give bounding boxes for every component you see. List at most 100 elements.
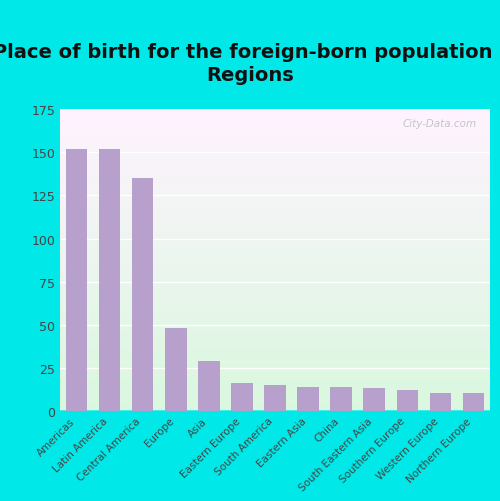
Text: Place of birth for the foreign-born population -
Regions: Place of birth for the foreign-born popu… [0, 43, 500, 85]
Bar [60, 258, 490, 259]
Bar [60, 348, 490, 349]
Bar [60, 387, 490, 388]
Bar [60, 339, 490, 340]
Bar [60, 113, 490, 115]
Bar [60, 297, 490, 298]
Bar [60, 203, 490, 205]
Bar [60, 276, 490, 277]
Bar [60, 277, 490, 279]
Bar [60, 333, 490, 334]
Bar [60, 300, 490, 301]
Bar [60, 224, 490, 226]
Bar [60, 289, 490, 291]
Bar [60, 158, 490, 160]
Bar [60, 346, 490, 348]
Bar [60, 406, 490, 408]
Bar [60, 250, 490, 252]
Bar [60, 378, 490, 379]
Bar [60, 193, 490, 194]
Bar [60, 215, 490, 217]
Bar [165, 328, 186, 411]
Bar [60, 124, 490, 125]
Bar [60, 212, 490, 214]
Bar [60, 205, 490, 206]
Bar [60, 235, 490, 236]
Bar [60, 244, 490, 245]
Bar [60, 229, 490, 230]
Bar [60, 173, 490, 175]
Bar [60, 221, 490, 223]
Bar [60, 343, 490, 345]
Bar [60, 291, 490, 292]
Bar [60, 376, 490, 378]
Bar [60, 149, 490, 151]
Bar [60, 262, 490, 264]
Bar [60, 265, 490, 267]
Bar [60, 285, 490, 286]
Bar [60, 122, 490, 124]
Bar [60, 388, 490, 390]
Bar [60, 175, 490, 176]
Bar [60, 327, 490, 328]
Bar [60, 375, 490, 376]
Bar [60, 268, 490, 270]
Bar [60, 355, 490, 357]
Bar [60, 312, 490, 313]
Bar [60, 369, 490, 370]
Bar [60, 154, 490, 155]
Bar [60, 161, 490, 163]
Bar [60, 218, 490, 220]
Bar [60, 179, 490, 181]
Bar [60, 381, 490, 382]
Bar [60, 238, 490, 239]
Bar [60, 292, 490, 294]
Bar [60, 239, 490, 241]
Bar [60, 288, 490, 289]
Bar [60, 316, 490, 318]
Bar [60, 110, 490, 112]
Bar [60, 194, 490, 196]
Bar [60, 252, 490, 253]
Bar [60, 270, 490, 271]
Bar [60, 307, 490, 309]
Bar [60, 187, 490, 188]
Bar [60, 197, 490, 199]
Bar [60, 209, 490, 211]
Text: City-Data.com: City-Data.com [403, 119, 477, 129]
Bar [60, 191, 490, 193]
Bar [60, 337, 490, 339]
Bar [430, 394, 451, 411]
Bar [60, 345, 490, 346]
Bar [60, 121, 490, 122]
Bar [60, 357, 490, 358]
Bar [60, 118, 490, 119]
Bar [60, 294, 490, 295]
Bar [60, 358, 490, 360]
Bar [60, 112, 490, 113]
Bar [60, 325, 490, 327]
Bar [60, 409, 490, 411]
Bar [60, 134, 490, 136]
Bar [60, 283, 490, 285]
Bar [60, 151, 490, 152]
Bar [60, 119, 490, 121]
Bar [60, 366, 490, 367]
Bar [231, 383, 252, 411]
Bar [132, 179, 154, 411]
Bar [60, 279, 490, 280]
Bar [60, 321, 490, 322]
Bar [60, 261, 490, 262]
Bar [60, 146, 490, 148]
Bar [60, 160, 490, 161]
Bar [60, 385, 490, 387]
Bar [60, 125, 490, 127]
Bar [60, 247, 490, 248]
Bar [60, 361, 490, 363]
Bar [60, 140, 490, 142]
Bar [60, 152, 490, 154]
Bar [60, 241, 490, 242]
Bar [60, 310, 490, 312]
Bar [198, 361, 220, 411]
Bar [60, 336, 490, 337]
Bar [99, 150, 120, 411]
